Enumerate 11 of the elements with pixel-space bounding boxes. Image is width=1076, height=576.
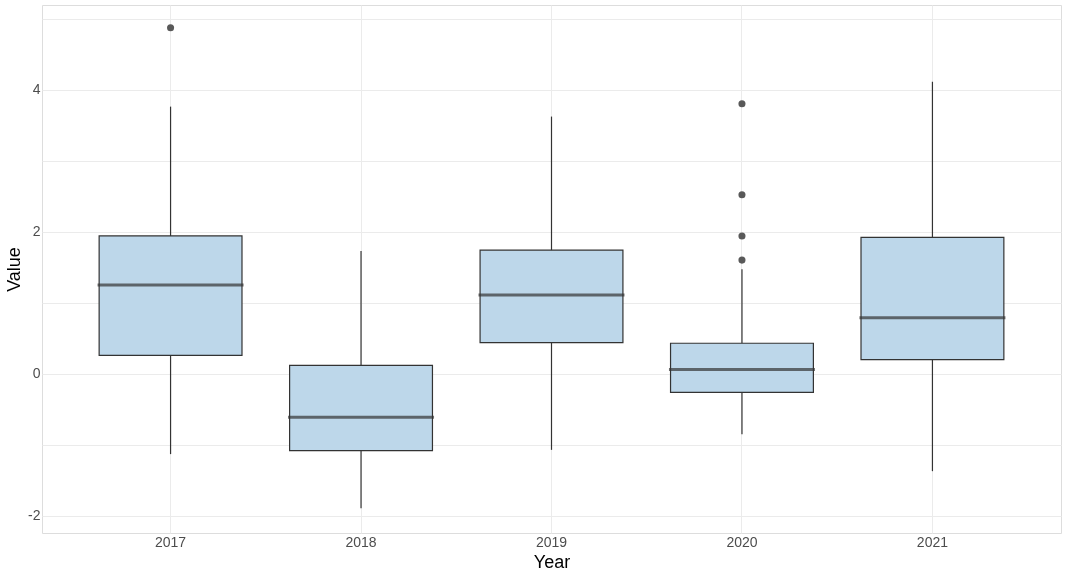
y-tick-label: 0 [32,365,41,382]
x-tick-label: 2017 [154,533,187,550]
y-axis-title: Value [4,247,25,292]
x-tick-label: 2020 [726,533,758,550]
x-tick-label: 2018 [345,533,377,550]
x-tick-label: 2019 [535,533,568,550]
x-axis-title: Year [533,551,571,572]
y-tick-label: 4 [32,81,41,98]
y-tick-label: 2 [32,223,41,240]
y-tick-label: -2 [28,507,41,524]
x-tick-label: 2021 [916,533,949,550]
